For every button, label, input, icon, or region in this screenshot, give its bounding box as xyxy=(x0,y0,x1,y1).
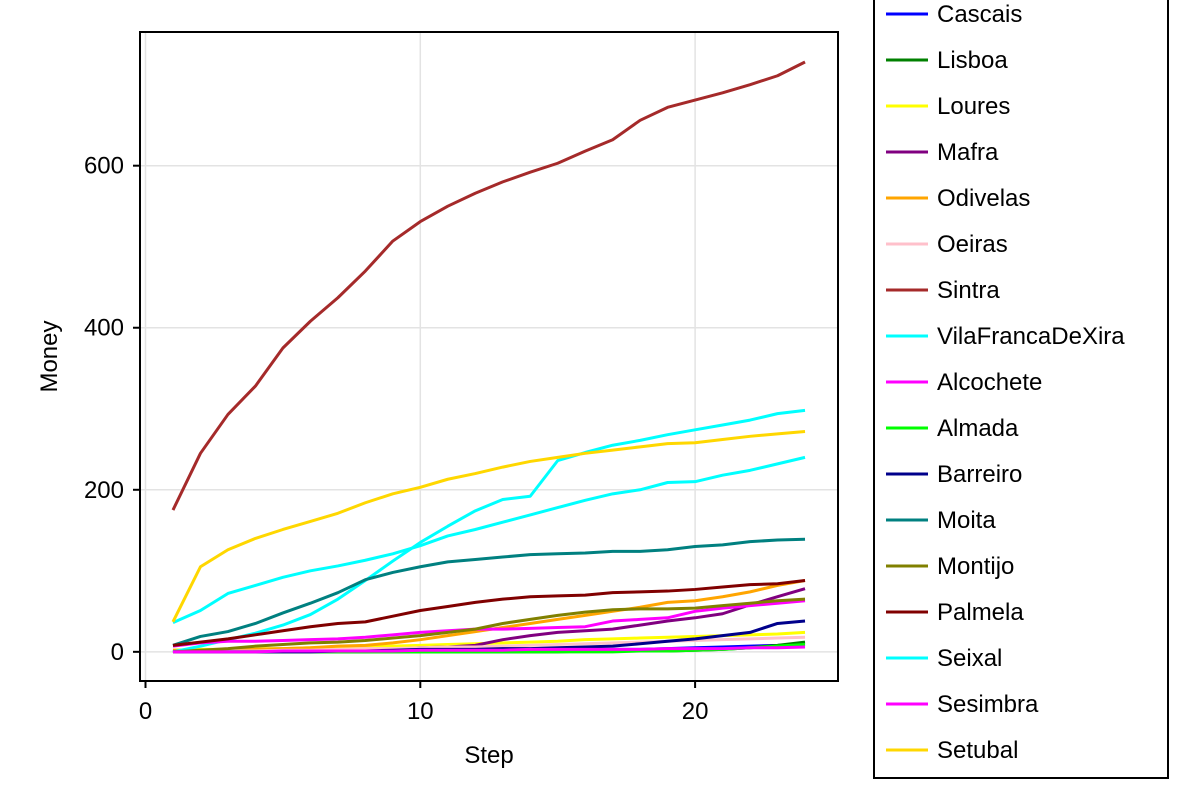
legend-entry-label: Cascais xyxy=(937,1,1022,28)
series-line-alcochete xyxy=(172,599,806,648)
x-tick-label: 0 xyxy=(139,698,152,725)
legend-entry-label: Almada xyxy=(937,415,1019,442)
legend-entry-label: Barreiro xyxy=(937,461,1022,488)
x-axis-label: Step xyxy=(464,742,513,769)
x-axis: 0 10 20 xyxy=(139,681,709,725)
legend-entry-label: Oeiras xyxy=(937,231,1008,258)
x-tick-label: 20 xyxy=(682,698,709,725)
legend-entry-label: Lisboa xyxy=(937,47,1008,74)
legend-entry-label: Montijo xyxy=(937,553,1014,580)
legend-entry-label: Seixal xyxy=(937,645,1002,672)
legend-entry-label: Palmela xyxy=(937,599,1024,626)
series-line-sintra xyxy=(171,60,806,511)
legend: Cascais Lisboa Loures Mafra Odivelas Oeiras Si… xyxy=(873,0,1169,779)
x-tick-label: 10 xyxy=(407,698,434,725)
legend-entry-label: Alcochete xyxy=(937,369,1042,396)
legend-entry-label: Sesimbra xyxy=(937,691,1039,718)
legend-entry-label: Sintra xyxy=(937,277,1000,304)
legend-entry-label: Setubal xyxy=(937,737,1018,764)
grid-lines xyxy=(140,32,838,681)
series-lines xyxy=(171,60,806,654)
legend-entry-label: Mafra xyxy=(937,139,999,166)
series-line-sesimbra xyxy=(172,645,806,654)
y-tick-label: 0 xyxy=(111,639,124,666)
series-line-vilafrancadexira xyxy=(172,408,806,654)
y-tick-label: 200 xyxy=(84,477,124,504)
legend-entry-label: Odivelas xyxy=(937,185,1030,212)
legend-box xyxy=(873,0,1169,779)
series-line-seixal xyxy=(172,455,806,625)
y-tick-label: 400 xyxy=(84,315,124,342)
series-line-montijo xyxy=(172,597,806,654)
series-line-palmela xyxy=(172,579,806,647)
legend-entry-label: Moita xyxy=(937,507,996,534)
y-axis: 0 200 400 600 xyxy=(84,153,140,666)
legend-entry-label: Loures xyxy=(937,93,1010,120)
legend-entry-label: VilaFrancaDeXira xyxy=(937,323,1125,350)
plot-frame xyxy=(139,31,839,682)
y-axis-label: Money xyxy=(36,320,63,392)
series-line-setubal xyxy=(171,429,806,623)
series-line-moita xyxy=(172,537,806,647)
y-tick-label: 600 xyxy=(84,153,124,180)
